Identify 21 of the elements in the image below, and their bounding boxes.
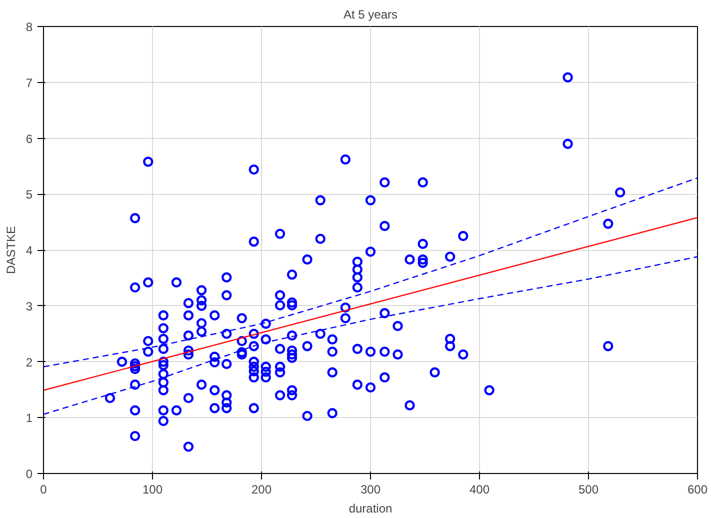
x-tick-label: 200: [251, 482, 272, 496]
x-tick-label: 400: [469, 482, 490, 496]
y-axis-title: DASTKE: [4, 226, 18, 274]
x-tick-label: 100: [142, 482, 163, 496]
line-series: [44, 256, 698, 415]
chart-title: At 5 years: [343, 8, 398, 22]
x-tick-label: 500: [578, 482, 599, 496]
x-tick-label: 0: [40, 482, 48, 496]
y-tick-label: 0: [26, 467, 33, 481]
y-tick-label: 8: [26, 20, 33, 34]
y-tick-label: 2: [26, 355, 33, 370]
y-tick-label: 7: [26, 76, 33, 90]
y-tick-label: 6: [26, 132, 33, 146]
x-axis-title: duration: [348, 502, 392, 516]
y-tick-label: 5: [26, 188, 33, 202]
y-tick-label: 3: [26, 299, 33, 314]
y-tick-label: 4: [26, 244, 33, 258]
x-tick-label: 300: [360, 482, 381, 496]
x-tick-label: 600: [687, 482, 708, 496]
y-tick-label: 1: [26, 411, 33, 426]
line-series: [44, 177, 698, 368]
